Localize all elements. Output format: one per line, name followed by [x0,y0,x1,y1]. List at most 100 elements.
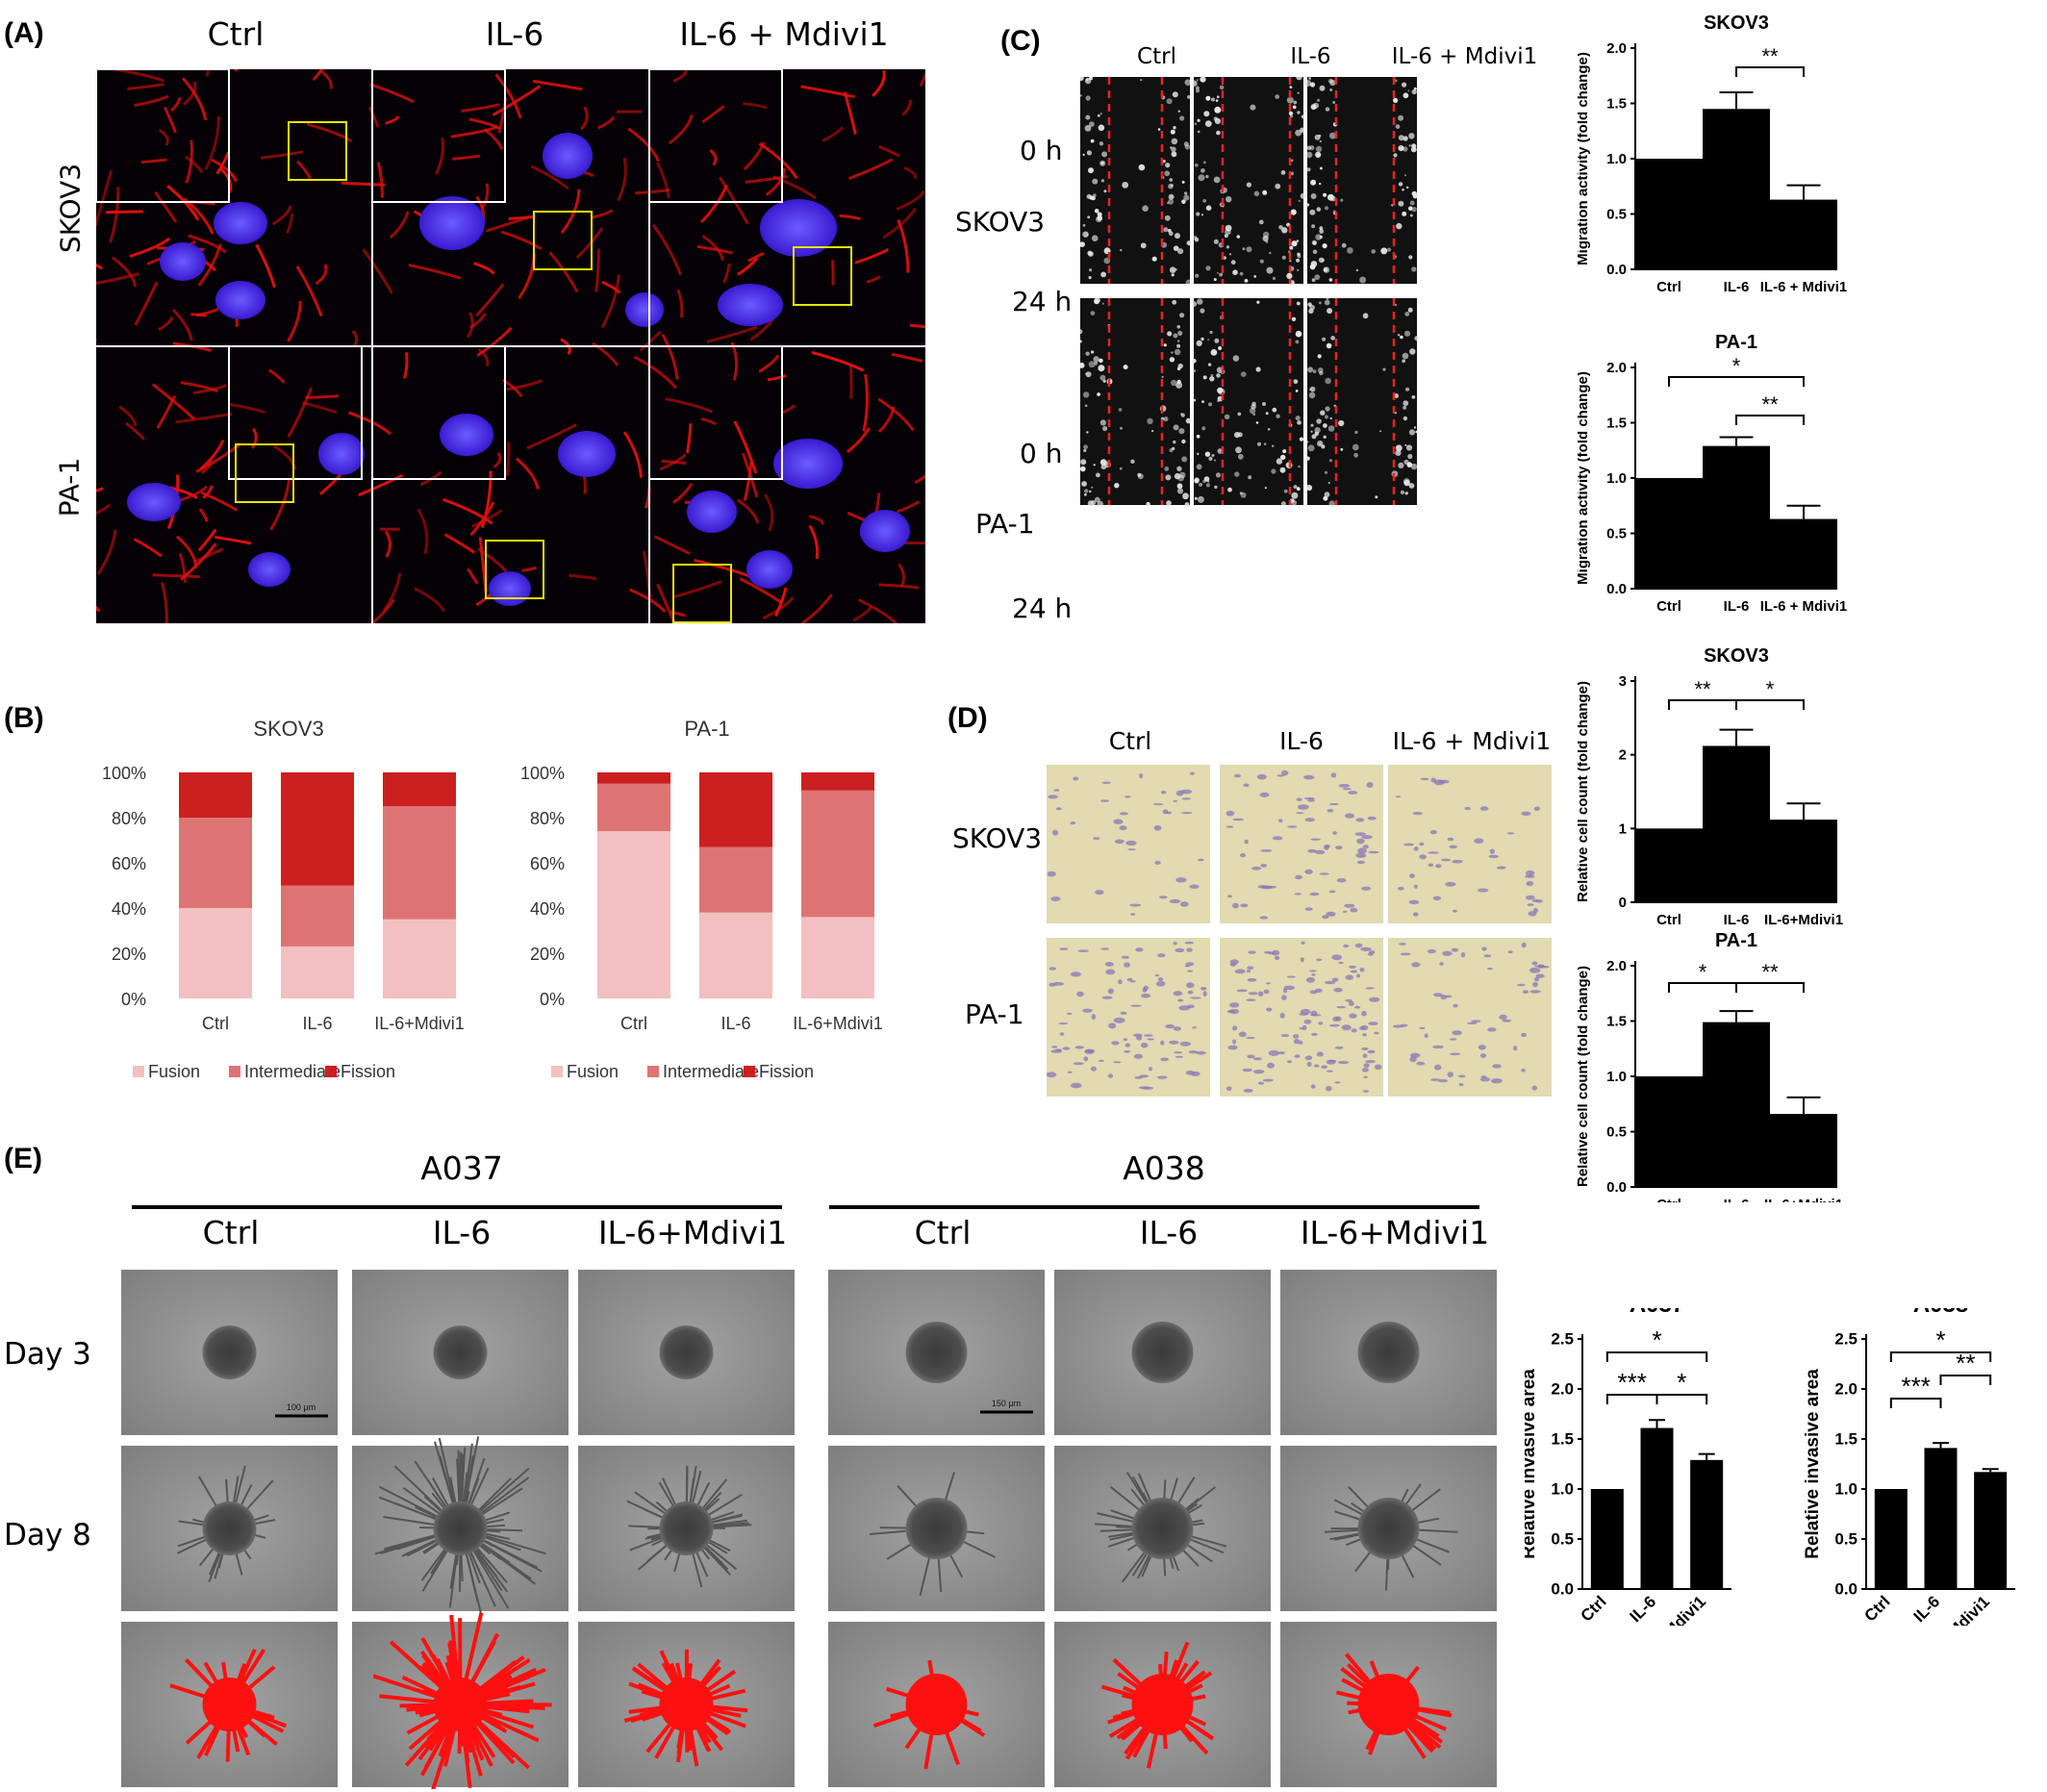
y-tick-label: 0.0 [1834,1580,1857,1599]
cell-speck [1199,482,1203,487]
stained-cell [1332,831,1337,835]
mitochondria-filament [706,325,758,343]
cell-speck [1215,472,1222,478]
mitochondria-filament [743,461,753,501]
stained-cell [1129,980,1136,983]
mitochondria-filament [227,402,265,415]
cell-speck [1176,343,1181,348]
stained-cell [1133,1053,1143,1059]
cell-speck [1181,180,1185,184]
cell-speck [1311,434,1317,440]
cell-speck [1352,443,1359,451]
cell-speck [1166,500,1172,506]
stained-cell [1073,776,1079,781]
significance-bracket [1668,699,1737,710]
mitochondria-filament [548,251,579,292]
cell-speck [1171,351,1174,354]
stained-cell [1142,987,1148,993]
stained-cell [1457,1074,1466,1078]
cell-speck [1326,342,1332,349]
stained-cell [1077,949,1089,952]
stained-cell [1066,1012,1073,1015]
panel-e-group-a037: A037 [420,1149,503,1187]
mitochondria-filament [170,96,182,113]
y-tick-label: 1.5 [1834,1430,1857,1449]
stained-cell [1166,811,1172,815]
stained-cell [1276,774,1285,777]
stained-cell [1227,1045,1238,1050]
stained-cell [1111,1041,1120,1046]
spheroid [1131,1322,1194,1383]
cell-speck [1404,443,1407,446]
stained-cell [1348,791,1358,795]
mitochondria-filament [202,485,214,500]
stained-cell [1100,799,1109,802]
mitochondria-filament [389,211,410,240]
stained-cell [1437,1079,1449,1083]
panel-b-legend-item: Intermediate [244,1062,341,1081]
stained-cell [1313,1064,1320,1068]
cell-speck [1197,298,1203,305]
bar [1690,1459,1724,1589]
stained-cell [1412,912,1419,917]
stained-cell [1299,1040,1303,1045]
stained-cell [1335,846,1343,850]
stained-cell [1074,1046,1084,1049]
stained-cell [1327,1070,1333,1073]
mitochondria-filament [676,289,684,318]
panel-b-xtick: Ctrl [202,1014,229,1033]
panel-b-ytick: 20% [530,945,565,964]
cell-speck [1185,417,1192,424]
mitochondria-filament [96,169,114,227]
cell-speck [1216,373,1221,378]
cell-speck [1200,337,1204,341]
mitochondria-filament [600,274,620,329]
cell-speck [1080,241,1085,247]
stained-cell [1322,915,1329,920]
mitochondria-filament [847,427,871,454]
cell-speck [1089,490,1092,493]
cell-speck [1415,430,1418,434]
stained-cell [1258,991,1264,997]
stained-cell [1303,774,1315,780]
cell-speck [1176,340,1180,342]
cell-speck [1329,132,1336,139]
panel-b-xtick: IL-6 [720,1014,750,1033]
cell-speck [1258,219,1264,225]
panel-b-ytick: 100% [102,764,146,783]
spheroid [659,1325,714,1379]
mitochondria-filament [341,181,386,187]
stained-cell [1492,1064,1502,1069]
stained-cell [1100,947,1110,950]
mitochondria-filament [180,381,219,393]
legend-swatch [647,1066,659,1077]
stained-cell [1316,1051,1324,1057]
panel-b-ytick: 20% [112,945,146,964]
cell-speck [1205,205,1212,211]
cell-speck [1122,182,1129,189]
significance-label: ** [1761,392,1779,416]
mitochondria-filament [516,457,540,490]
mitochondria-filament [741,452,759,498]
stained-cell [1326,911,1336,917]
cell-speck [1310,261,1318,267]
cell-speck [1098,124,1105,132]
spheroid [1357,1674,1420,1735]
cell-speck [1082,391,1090,398]
stained-cell [1070,1082,1082,1089]
cell-speck [1101,302,1104,305]
cell-speck [1164,215,1171,221]
cell-speck [1410,463,1418,470]
mitochondria-filament [267,368,286,384]
mitochondria-filament [192,383,228,395]
panel-c-col-ctrl: Ctrl [1137,44,1176,69]
cell-speck [1089,268,1093,272]
stained-cell [1361,1047,1369,1050]
panel-e-bar-charts: A0370.00.51.01.52.02.5CtrlIL-6IL-6+Mdivi… [1525,1308,2015,1626]
cell-speck [1319,139,1322,143]
mitochondria-filament [250,427,258,449]
bar-chart-title: A038 [1913,1308,1968,1318]
stained-cell [1257,1081,1265,1085]
stained-cell [1256,773,1267,780]
stained-cell [1073,1062,1084,1066]
